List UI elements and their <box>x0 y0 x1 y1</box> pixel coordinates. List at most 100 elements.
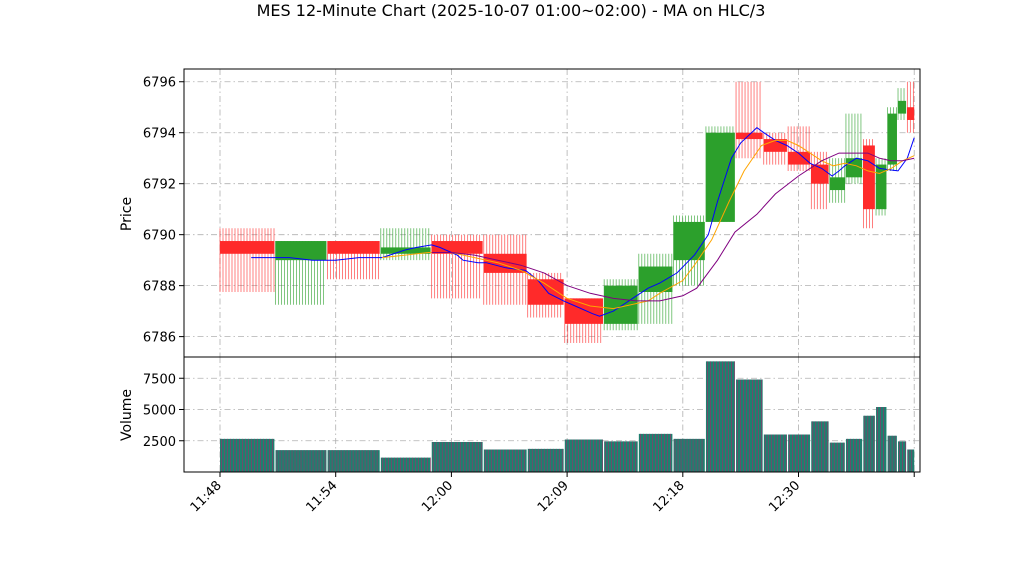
price-tick-label: 6796 <box>143 76 176 91</box>
moving-averages <box>251 126 915 317</box>
volume-bar-12 <box>736 379 763 472</box>
candle-body <box>829 177 845 191</box>
candle-body <box>673 221 705 261</box>
volume-tick-label: 7500 <box>143 372 176 387</box>
candle-5 <box>483 234 527 305</box>
candle-15 <box>810 151 829 210</box>
candle-1 <box>275 241 327 305</box>
volume-bar-fill <box>876 407 887 472</box>
candle-body <box>638 266 673 293</box>
volume-bar-22 <box>907 449 915 472</box>
candle-11 <box>705 126 735 222</box>
price-candles <box>219 81 915 343</box>
candle-0 <box>219 228 275 293</box>
candle-body <box>431 241 483 254</box>
x-tick-label: 11:48 <box>188 478 225 515</box>
volume-bar-10 <box>673 438 705 472</box>
volume-bar-fill <box>898 441 907 472</box>
candle-body <box>275 241 327 261</box>
volume-bar-2 <box>327 450 380 472</box>
volume-bar-11 <box>705 361 735 472</box>
volume-tick-label: 2500 <box>143 435 176 450</box>
candle-10 <box>673 215 705 286</box>
volume-bar-fill <box>527 448 564 472</box>
volume-bar-6 <box>527 448 564 472</box>
volume-bar-0 <box>220 438 275 472</box>
volume-bar-8 <box>604 441 638 472</box>
candle-body <box>763 139 787 152</box>
volume-bar-5 <box>483 449 527 472</box>
volume-bar-fill <box>220 438 275 472</box>
candle-body <box>483 253 527 273</box>
candle-body <box>887 113 897 165</box>
candle-2 <box>327 241 380 280</box>
volume-axis-label: Volume <box>119 389 135 441</box>
volume-bar-13 <box>763 434 787 472</box>
candle-14 <box>787 126 811 171</box>
x-tick-label: 12:09 <box>535 478 572 515</box>
price-tick-label: 6792 <box>143 178 176 193</box>
candle-body <box>863 145 875 210</box>
candle-body <box>736 132 763 140</box>
candle-body <box>220 241 275 254</box>
volume-bar-14 <box>788 434 811 472</box>
volume-bar-18 <box>863 415 875 472</box>
candle-12 <box>735 81 763 159</box>
candle-body <box>811 164 829 184</box>
candle-19 <box>875 158 887 216</box>
volume-bar-4 <box>431 442 483 472</box>
candle-body <box>876 164 887 210</box>
volume-bar-fill <box>811 421 829 472</box>
x-tick-label: 11:54 <box>303 478 340 515</box>
volume-bar-9 <box>638 433 673 472</box>
volume-bar-1 <box>275 450 327 472</box>
x-tick-label: 12:18 <box>651 478 688 515</box>
price-tick-label: 6790 <box>143 229 176 244</box>
volume-bar-16 <box>829 442 845 472</box>
candle-21 <box>897 88 907 120</box>
candle-body <box>898 100 907 114</box>
volume-bar-fill <box>788 434 811 472</box>
x-ticks: 11:48 11:54 12:00 12:09 12:18 12:30 <box>188 472 915 515</box>
price-tick-label: 6794 <box>143 127 176 142</box>
candle-20 <box>887 107 897 171</box>
volume-bar-17 <box>845 438 863 472</box>
volume-bars <box>220 361 915 472</box>
volume-bar-19 <box>876 407 887 472</box>
volume-bar-21 <box>898 441 907 472</box>
volume-bar-20 <box>887 435 897 472</box>
chart-title: MES 12-Minute Chart (2025-10-07 01:00~02… <box>257 1 766 20</box>
volume-y-ticks: 2500 5000 7500 <box>143 372 184 450</box>
ma-line-1 <box>251 126 915 317</box>
candle-13 <box>763 132 787 165</box>
volume-bar-fill <box>483 449 527 472</box>
price-tick-label: 6788 <box>143 280 176 295</box>
candle-body <box>788 151 811 165</box>
volume-bar-fill <box>327 450 380 472</box>
volume-bar-3 <box>380 457 431 472</box>
volume-bar-fill <box>673 438 705 472</box>
volume-bar-fill <box>907 449 915 472</box>
volume-bar-fill <box>863 415 875 472</box>
volume-axes-frame <box>183 356 921 473</box>
x-tick-label: 12:30 <box>766 478 803 515</box>
candle-7 <box>564 298 603 343</box>
candle-9 <box>638 253 673 324</box>
volume-bar-7 <box>564 439 603 472</box>
price-tick-label: 6786 <box>143 331 176 346</box>
volume-bar-15 <box>811 421 829 472</box>
price-y-ticks: 6786 6788 6790 6792 6794 6796 <box>143 76 184 346</box>
candle-18 <box>863 139 875 229</box>
price-axis-label: Price <box>119 197 135 231</box>
candle-body <box>327 241 380 254</box>
volume-tick-label: 5000 <box>143 404 176 419</box>
volume-panel: 2500 5000 7500 Volume <box>119 356 921 473</box>
candle-17 <box>845 113 863 184</box>
candle-22 <box>906 81 915 133</box>
candle-body <box>564 298 603 324</box>
volume-bar-fill <box>564 439 603 472</box>
x-tick-label: 12:00 <box>419 478 456 515</box>
volume-bar-fill <box>845 438 863 472</box>
candle-body <box>380 247 431 254</box>
